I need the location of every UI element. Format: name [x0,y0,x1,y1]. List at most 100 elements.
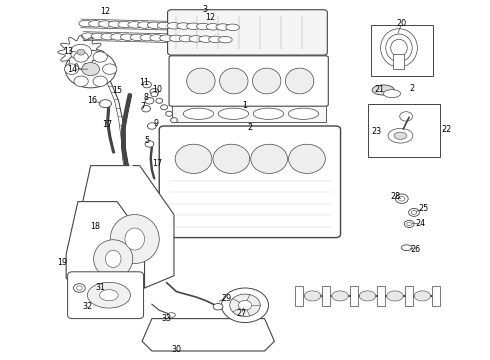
Ellipse shape [179,35,193,42]
Ellipse shape [168,312,175,318]
Ellipse shape [304,291,321,301]
Ellipse shape [219,36,232,43]
Circle shape [398,197,405,201]
Ellipse shape [414,291,431,301]
Ellipse shape [226,24,240,31]
Text: 12: 12 [100,8,110,17]
Circle shape [142,105,150,112]
Ellipse shape [157,22,171,29]
Ellipse shape [289,144,325,174]
Text: 15: 15 [113,86,122,95]
Bar [368,104,440,157]
Ellipse shape [99,290,118,301]
Text: 31: 31 [96,284,105,292]
Ellipse shape [111,33,124,40]
Text: 11: 11 [140,78,149,87]
Circle shape [143,81,151,88]
Circle shape [404,220,414,228]
Text: 25: 25 [419,204,429,213]
Ellipse shape [91,33,105,40]
Text: 20: 20 [397,19,407,28]
Text: 17: 17 [102,120,112,129]
Ellipse shape [98,21,112,27]
Ellipse shape [196,23,210,30]
Bar [371,25,433,76]
Circle shape [145,141,154,147]
Ellipse shape [251,144,288,174]
Bar [350,286,358,306]
Ellipse shape [138,22,151,28]
Circle shape [74,52,88,62]
Text: 8: 8 [144,94,148,103]
Ellipse shape [110,215,159,264]
Ellipse shape [177,23,191,29]
FancyBboxPatch shape [68,272,144,319]
Ellipse shape [175,144,212,174]
Text: 7: 7 [141,102,146,111]
Circle shape [156,98,163,103]
Text: 12: 12 [206,13,216,22]
Text: 14: 14 [68,65,77,74]
Text: 17: 17 [152,159,162,168]
Ellipse shape [288,108,319,120]
Circle shape [166,111,172,116]
Ellipse shape [387,291,403,301]
FancyBboxPatch shape [169,56,328,106]
Circle shape [145,98,154,104]
Text: 3: 3 [202,5,207,14]
Circle shape [407,222,412,226]
Bar [172,105,326,122]
Polygon shape [66,202,145,297]
Text: 18: 18 [91,222,100,231]
Circle shape [74,284,85,292]
Ellipse shape [253,108,284,120]
Text: 19: 19 [57,258,67,267]
Circle shape [64,64,79,75]
Ellipse shape [108,21,122,27]
Bar [432,286,440,306]
Bar [405,286,413,306]
Ellipse shape [216,24,230,30]
FancyBboxPatch shape [168,10,327,55]
Ellipse shape [79,20,93,27]
Text: 30: 30 [172,346,181,354]
Circle shape [102,64,117,75]
Text: 22: 22 [442,125,452,134]
Text: 27: 27 [236,310,246,319]
Circle shape [82,63,99,76]
Circle shape [171,118,177,123]
Ellipse shape [189,36,203,42]
Ellipse shape [400,112,413,121]
Text: 13: 13 [64,47,74,56]
Text: 1: 1 [243,101,247,110]
Ellipse shape [140,35,154,41]
Ellipse shape [332,291,348,301]
Text: 2: 2 [247,123,252,132]
Text: 21: 21 [375,85,385,94]
Ellipse shape [359,291,376,301]
Text: 5: 5 [145,136,149,145]
Circle shape [395,194,408,203]
Circle shape [230,294,260,316]
Ellipse shape [125,228,145,250]
Ellipse shape [401,245,412,251]
Ellipse shape [118,21,132,28]
Ellipse shape [252,68,281,94]
Ellipse shape [218,108,248,120]
Text: 32: 32 [82,302,92,311]
Ellipse shape [89,21,102,27]
Circle shape [65,50,116,88]
Text: 24: 24 [416,219,425,228]
Bar [322,286,330,306]
Circle shape [150,89,159,95]
Ellipse shape [187,23,200,30]
Ellipse shape [183,108,214,120]
Ellipse shape [220,68,248,94]
Bar [393,54,405,69]
Ellipse shape [128,22,142,28]
Polygon shape [142,319,274,351]
Text: 26: 26 [411,245,420,253]
Ellipse shape [394,132,407,139]
Text: 29: 29 [221,294,231,302]
Ellipse shape [147,22,161,28]
